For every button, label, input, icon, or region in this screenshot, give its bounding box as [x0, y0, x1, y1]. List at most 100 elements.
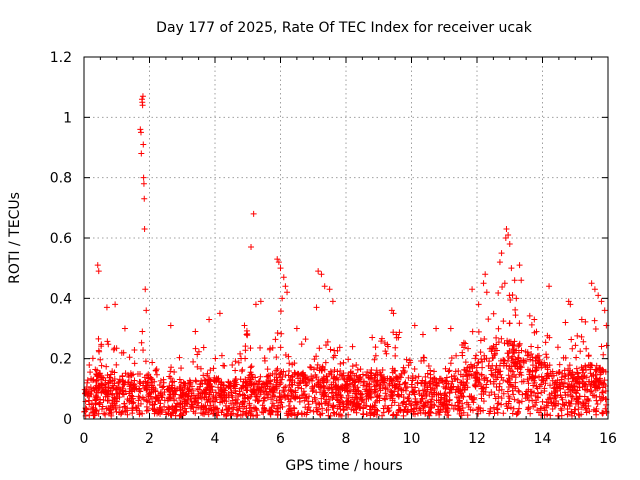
data-point: [470, 399, 477, 406]
y-tick-label: 0: [63, 412, 72, 428]
data-point: [529, 374, 536, 381]
data-point: [409, 375, 416, 382]
data-point: [194, 363, 201, 370]
data-point: [235, 407, 242, 414]
data-point: [194, 351, 201, 358]
data-point: [542, 339, 549, 346]
data-point: [479, 358, 486, 365]
data-point: [354, 366, 361, 373]
data-point: [338, 372, 345, 379]
data-point: [599, 409, 606, 416]
data-point: [250, 412, 257, 419]
data-point: [569, 345, 576, 352]
data-point: [181, 380, 188, 387]
data-point: [601, 307, 608, 314]
data-point: [366, 406, 373, 413]
data-point: [321, 283, 328, 290]
data-point: [452, 389, 459, 396]
data-point: [257, 391, 264, 398]
data-point: [456, 407, 463, 414]
data-point: [538, 389, 545, 396]
data-point: [370, 379, 377, 386]
data-point: [572, 389, 579, 396]
data-point: [495, 400, 502, 407]
data-point: [218, 379, 225, 386]
data-point: [153, 406, 160, 413]
data-point: [212, 405, 219, 412]
data-point: [113, 408, 120, 415]
data-point: [294, 411, 301, 418]
data-point: [167, 368, 174, 375]
data-point: [223, 412, 230, 419]
data-point: [199, 380, 206, 387]
data-point: [389, 412, 396, 419]
data-point: [446, 397, 453, 404]
data-point: [103, 304, 110, 311]
data-point: [399, 400, 406, 407]
data-point: [456, 398, 463, 405]
data-point: [384, 386, 391, 393]
data-point: [488, 389, 495, 396]
data-point: [317, 378, 324, 385]
data-point: [408, 402, 415, 409]
data-point: [226, 383, 233, 390]
data-point: [469, 286, 476, 293]
data-point: [462, 367, 469, 374]
data-point: [325, 412, 332, 419]
data-point: [136, 411, 143, 418]
data-point: [485, 362, 492, 369]
data-point: [530, 403, 537, 410]
data-point: [427, 371, 434, 378]
data-point: [371, 374, 378, 381]
data-point: [333, 396, 340, 403]
data-point: [594, 400, 601, 407]
data-point: [339, 398, 346, 405]
data-point: [86, 412, 93, 419]
data-point: [496, 259, 503, 266]
data-point: [301, 391, 308, 398]
data-point: [314, 361, 321, 368]
data-point: [159, 407, 166, 414]
data-point: [512, 383, 519, 390]
data-point: [506, 292, 513, 299]
data-point: [576, 380, 583, 387]
x-tick-label: 16: [599, 431, 617, 447]
data-point: [486, 392, 493, 399]
data-point: [102, 393, 109, 400]
data-point: [260, 404, 267, 411]
data-point: [306, 393, 313, 400]
data-point: [543, 354, 550, 361]
data-point: [110, 346, 117, 353]
data-point: [273, 385, 280, 392]
data-point: [235, 359, 242, 366]
data-point: [523, 358, 530, 365]
data-point: [519, 391, 526, 398]
data-point: [467, 368, 474, 375]
data-point: [138, 339, 145, 346]
data-point: [203, 386, 210, 393]
data-point: [428, 405, 435, 412]
data-point: [391, 388, 398, 395]
data-point: [425, 363, 432, 370]
data-point: [190, 387, 197, 394]
data-point: [345, 372, 352, 379]
data-point: [527, 388, 534, 395]
data-point: [396, 381, 403, 388]
data-point: [580, 338, 587, 345]
data-point: [418, 357, 425, 364]
data-point: [282, 283, 289, 290]
data-point: [504, 337, 511, 344]
data-point: [327, 346, 334, 353]
data-point: [303, 411, 310, 418]
data-point: [343, 385, 350, 392]
data-point: [464, 412, 471, 419]
data-point: [172, 412, 179, 419]
data-point: [285, 402, 292, 409]
data-point: [453, 352, 460, 359]
data-point: [137, 129, 144, 136]
y-axis-tick-labels: 0 0.2 0.4 0.6 0.8 1 1.2: [50, 50, 72, 428]
data-point: [545, 399, 552, 406]
data-point: [195, 399, 202, 406]
data-point: [515, 355, 522, 362]
data-point: [368, 370, 375, 377]
